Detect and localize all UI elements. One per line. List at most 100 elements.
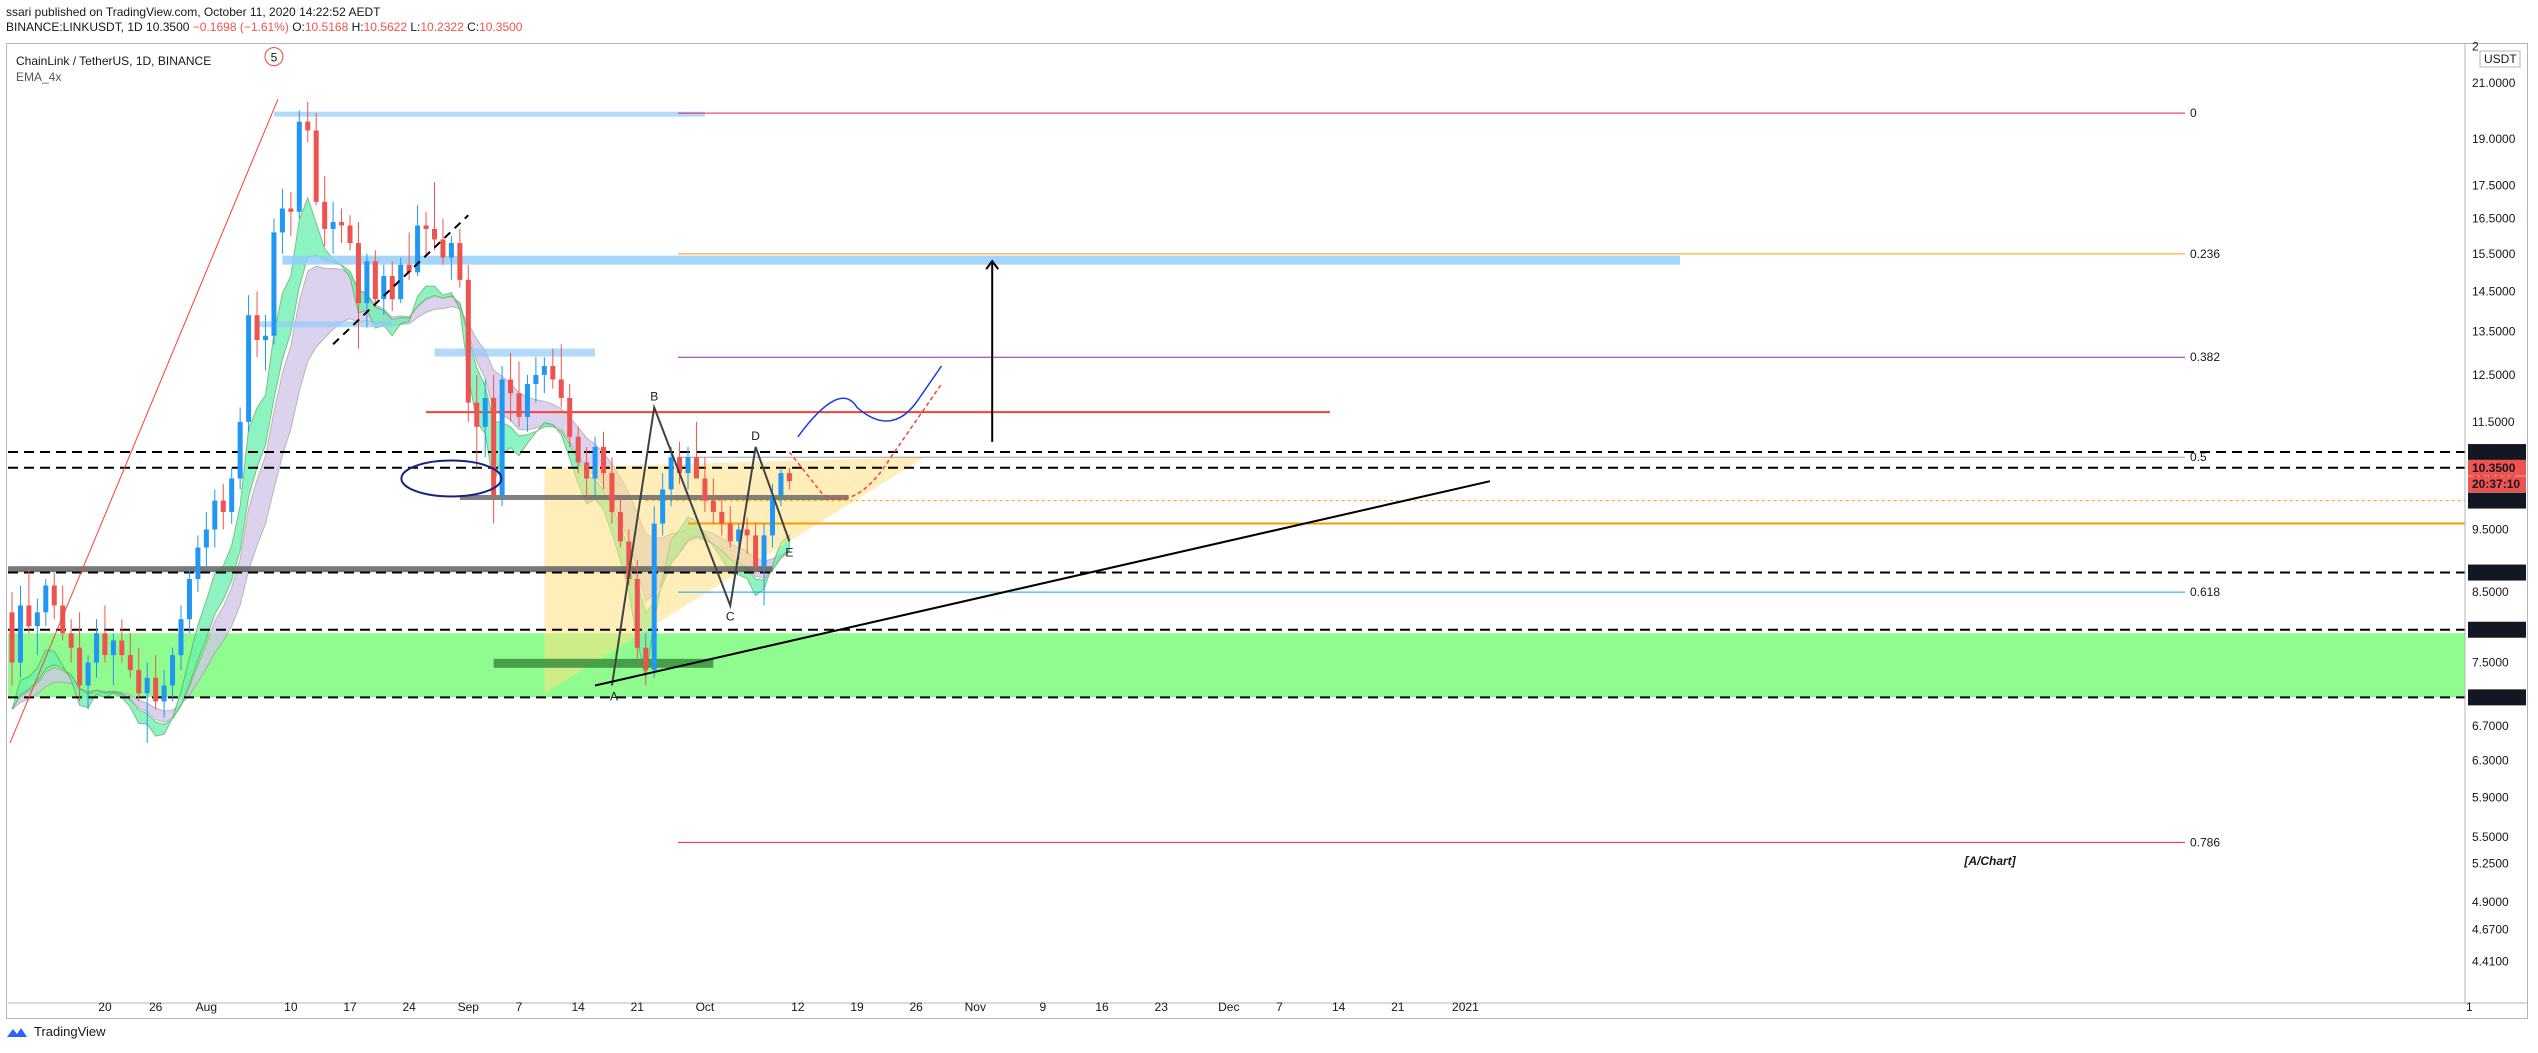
candle-body: [584, 462, 590, 479]
candle-body: [212, 500, 218, 530]
price-tag-box: [2468, 459, 2526, 476]
low-label: L:: [410, 20, 421, 34]
close-label: C:: [467, 20, 480, 34]
blue-ellipse: [400, 459, 503, 498]
candle-body: [440, 239, 446, 258]
wave-5-label: 5: [271, 51, 278, 65]
high-value: 10.5622: [363, 20, 407, 34]
candle-body: [279, 208, 285, 233]
price-tick-label: 17.5000: [2472, 178, 2516, 192]
candle-body: [702, 478, 708, 501]
candle-body: [339, 222, 345, 226]
candle-body: [499, 379, 505, 495]
footer-brand: TradingView: [34, 1024, 106, 1039]
candle-body: [736, 529, 742, 542]
candle-body: [753, 535, 759, 567]
time-tick-label: 12: [791, 1000, 805, 1014]
candle-body: [220, 500, 226, 512]
candle-body: [110, 640, 116, 656]
candle-body: [136, 670, 142, 694]
footer: TradingView: [6, 1024, 106, 1039]
candle-body: [161, 685, 167, 702]
candle-body: [727, 523, 733, 542]
candle-body: [9, 612, 15, 663]
candle-body: [347, 225, 353, 244]
candle-body: [592, 446, 598, 479]
price-tick-label: 5.5000: [2472, 830, 2509, 844]
price-tag-box: [2468, 564, 2526, 581]
time-tick-label: 7: [516, 1000, 523, 1014]
candle-body: [457, 243, 463, 280]
candle-body: [550, 366, 556, 380]
last-price: 10.3500: [146, 20, 190, 34]
candle-body: [668, 457, 674, 490]
price-tick-label: 14.5000: [2472, 284, 2516, 298]
rising-support-line: [594, 480, 1491, 687]
candle-body: [330, 222, 336, 229]
candle-body: [575, 436, 581, 463]
candle-body: [34, 612, 40, 627]
candle-body: [102, 633, 108, 656]
time-tick-label: 7: [1276, 1000, 1283, 1014]
candle-body: [786, 473, 792, 482]
candle-body: [482, 397, 488, 427]
candle-body: [381, 276, 387, 300]
candle-body: [195, 547, 201, 579]
chart-frame[interactable]: [6, 43, 2528, 1019]
price-tick-label: 7.5000: [2472, 656, 2509, 670]
projection-blue-path: [797, 365, 943, 438]
time-tick-label: 19: [850, 1000, 864, 1014]
candle-body: [372, 261, 378, 300]
candle-body: [432, 228, 437, 240]
time-tick-label: 17: [343, 1000, 357, 1014]
price-tick-label: 16.5000: [2472, 212, 2516, 226]
candle-body: [229, 478, 235, 512]
fib-label-0: 0: [2190, 106, 2197, 120]
candle-body: [541, 366, 547, 375]
candle-body: [271, 232, 277, 336]
price-tag-label: 10.3500: [2472, 461, 2516, 475]
candle-body: [153, 677, 159, 702]
candle-body: [533, 374, 539, 385]
candle-body: [744, 529, 750, 536]
candle-body: [677, 457, 683, 474]
candle-body: [693, 457, 699, 479]
highlight-box-lower: [434, 348, 596, 357]
time-tick-label: 9: [1040, 1000, 1047, 1014]
time-tick-label: 2021: [1452, 1000, 1479, 1014]
wave-5-circle: [264, 47, 284, 67]
candle-body: [398, 264, 404, 300]
time-tick-label: Oct: [696, 1000, 715, 1014]
candle-body: [355, 243, 361, 304]
candle-body: [313, 130, 319, 202]
candle-body: [43, 585, 49, 613]
candle-body: [474, 402, 480, 427]
demand-bar: [493, 658, 714, 668]
candle-body: [186, 578, 192, 620]
candle-body: [601, 446, 606, 474]
candle-body: [778, 473, 784, 495]
price-tick-label: 6.3000: [2472, 754, 2509, 768]
candle-body: [127, 655, 133, 671]
time-tick-label: 14: [1332, 1000, 1346, 1014]
candle-body: [710, 500, 716, 512]
time-tick-label: 26: [149, 1000, 163, 1014]
price-tick-label: 4.6700: [2472, 922, 2509, 936]
price-tick-label: 9.5000: [2472, 522, 2509, 536]
fib-label-0.786: 0.786: [2190, 835, 2220, 849]
abcde-zigzag: [610, 403, 791, 686]
pattern-label-B: B: [650, 389, 658, 403]
pattern-label-A: A: [610, 690, 618, 704]
symbol-label: BINANCE:LINKUSDT, 1D: [6, 20, 143, 34]
dashed-trendline: [332, 214, 469, 345]
pattern-label-E: E: [785, 545, 793, 559]
candle-body: [144, 677, 150, 694]
close-value: 10.3500: [479, 20, 523, 34]
candle-body: [634, 578, 640, 648]
candle-body: [51, 585, 57, 606]
candle-body: [263, 335, 268, 341]
highlight-box-mid: [257, 321, 393, 328]
high-label: H:: [351, 20, 364, 34]
candle-body: [26, 605, 32, 627]
